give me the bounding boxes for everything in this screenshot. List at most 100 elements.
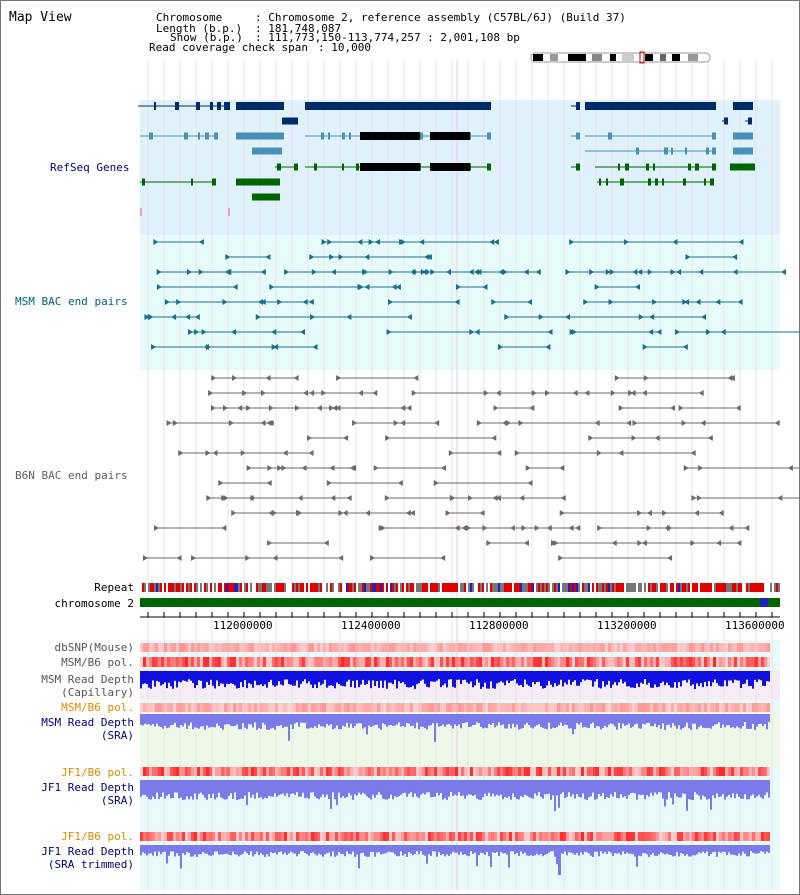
heat-cell [635,832,638,841]
depth-bar [338,845,340,852]
heat-cell [545,657,548,667]
heat-cell [476,703,479,712]
heat-cell [407,657,410,667]
heat-cell [464,643,467,652]
depth-bar [162,780,164,793]
depth-bar [346,714,348,723]
heat-cell [311,703,314,712]
repeat-segment [142,583,144,592]
depth-bar [452,780,454,797]
depth-bar [750,671,752,687]
depth-bar [706,845,708,852]
gene-exon [236,102,284,110]
depth-bar [694,714,696,724]
bac-end-marker [206,495,212,501]
depth-bar [290,780,292,795]
heat-cell [698,643,701,652]
heat-cell [272,767,275,776]
bac-end-marker [211,375,217,381]
heat-cell [173,767,176,776]
bac-end-marker [302,390,308,396]
heat-cell [320,657,323,667]
heat-cell [182,703,185,712]
depth-bar [148,714,150,725]
heat-cell [362,767,365,776]
heat-cell [335,703,338,712]
repeat-segment [292,583,294,592]
depth-bar [574,714,576,730]
heat-cell [698,832,701,841]
bac-end-marker [684,299,690,305]
depth-bar [632,780,634,793]
heat-cell [458,832,461,841]
depth-bar [158,714,160,727]
repeat-segment [402,583,404,592]
heat-cell [596,703,599,712]
heat-cell [407,643,410,652]
heat-cell [551,643,554,652]
depth-bar [366,714,368,735]
heat-cell [533,767,536,776]
heat-cell [626,767,629,776]
repeat-segment [158,583,160,592]
heat-cell [479,703,482,712]
heat-cell [731,832,734,841]
heat-cell [605,832,608,841]
heat-cell [443,832,446,841]
heat-cell [632,832,635,841]
heat-cell [563,643,566,652]
gene-exon [356,163,359,171]
bac-end-marker [486,540,492,546]
heat-cell [485,767,488,776]
depth-bar [420,671,422,681]
depth-bar [536,714,538,726]
depth-bar [728,671,730,681]
depth-bar [594,714,596,728]
depth-bar [546,780,548,794]
heat-cell [422,643,425,652]
depth-bar [532,845,534,856]
repeat-segment [170,583,172,592]
depth-bar [766,671,768,682]
heat-cell [416,643,419,652]
heat-cell [599,767,602,776]
heat-cell [146,643,149,652]
depth-bar [658,671,660,687]
bac-end-marker [373,465,379,471]
depth-bar [214,714,216,728]
heat-cell [368,703,371,712]
depth-bar [390,714,392,726]
depth-bar [474,780,476,795]
heat-cell [398,832,401,841]
depth-bar [266,671,268,688]
repeat-segment [624,583,626,592]
depth-bar [506,714,508,729]
bac-end-marker [646,510,652,516]
depth-bar [164,714,166,726]
heat-cell [680,703,683,712]
depth-bar [318,671,320,683]
repeat-segment [660,583,662,592]
heat-cell [482,703,485,712]
depth-bar [520,671,522,685]
heat-cell [398,657,401,667]
depth-bar [280,780,282,795]
depth-bar [152,714,154,725]
heat-cell [605,703,608,712]
depth-bar [674,714,676,726]
depth-bar [768,780,770,798]
heat-cell [284,643,287,652]
depth-bar [710,780,712,810]
bac-end-marker [738,239,744,245]
depth-bar [550,671,552,685]
depth-bar [496,671,498,684]
depth-bar [382,845,384,854]
heat-cell [533,643,536,652]
depth-bar [250,671,252,685]
depth-bar [554,845,556,857]
depth-bar [524,845,526,853]
repeat-segment [428,583,430,592]
depth-bar [580,714,582,723]
heat-cell [227,657,230,667]
